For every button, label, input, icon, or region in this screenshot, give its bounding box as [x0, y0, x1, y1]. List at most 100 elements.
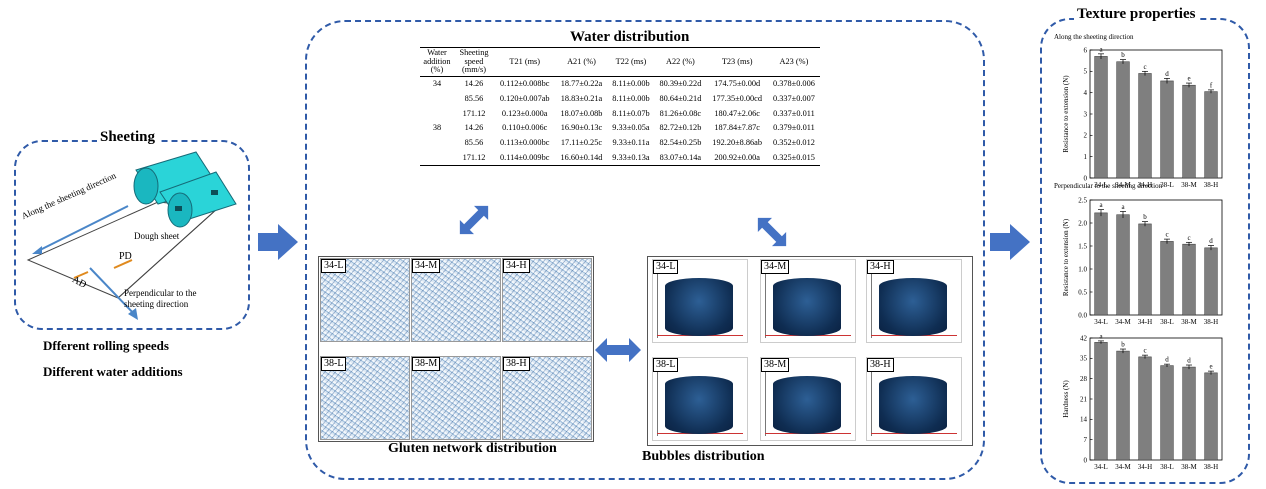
table-cell: 0.114±0.009bc — [500, 152, 550, 162]
table-cell: 180.47±2.06c — [714, 108, 760, 118]
table-cell: 9.33±0.05a — [612, 123, 650, 133]
table-cell: 9.33±0.11a — [612, 137, 650, 147]
significance-letter: c — [1187, 234, 1190, 242]
y-axis-label: Resistance to extension (N) — [1062, 75, 1070, 153]
y-tick-label: 28 — [1080, 375, 1088, 383]
perp-label-line1: Perpendicular to the — [124, 288, 197, 298]
y-tick-label: 5 — [1084, 68, 1088, 76]
bar — [1138, 356, 1152, 461]
y-tick-label: 1.0 — [1078, 265, 1087, 273]
panel-label: 38-H — [867, 358, 894, 372]
dough-sheet-label: Dough sheet — [134, 231, 180, 241]
chart-subtitle: Perpendicular to the sheeting direction — [1054, 182, 1163, 190]
header-cell: T21 (ms) — [509, 56, 541, 66]
table-cell: 18.77±0.22a — [560, 79, 603, 89]
table-cell: 0.378±0.006 — [772, 79, 815, 89]
table-cell: 0.113±0.000bc — [500, 137, 550, 147]
gluten-image: 38-M — [411, 356, 501, 440]
table-cell: 83.07±0.14a — [659, 152, 702, 162]
chart-frame — [1089, 337, 1223, 461]
gluten-image: 34-L — [320, 258, 410, 342]
gluten-image: 38-H — [502, 356, 592, 440]
bubbles-cylinder — [773, 376, 841, 434]
chart-frame — [1089, 49, 1223, 179]
right-arrow-1 — [258, 224, 298, 260]
bubbles-image: 34-M — [760, 259, 856, 343]
y-tick-label: 6 — [1084, 46, 1088, 54]
significance-letter: e — [1209, 363, 1212, 371]
table-cell: 8.11±0.00b — [612, 93, 650, 103]
table-row: 85.56 0.120±0.007ab 18.83±0.21a 8.11±0.00b 8… — [420, 92, 820, 107]
table-row: 171.12 0.123±0.000a 18.07±0.08b 8.11±0.07b 8… — [420, 107, 820, 122]
perp-label: Perpendicular to the sheeting direction — [124, 288, 196, 310]
panel-label: 38-M — [412, 357, 441, 371]
x-tick-label: 38-H — [1204, 181, 1218, 189]
panel-label: 38-L — [321, 357, 347, 371]
bubbles-image: 38-M — [760, 357, 856, 441]
significance-letter: d — [1165, 70, 1169, 78]
table-cell: 81.26±0.08c — [659, 108, 702, 118]
x-tick-label: 38-L — [1160, 181, 1174, 189]
x-tick-label: 38-M — [1181, 463, 1197, 471]
panel-label: 38-L — [653, 358, 679, 372]
bar — [1160, 365, 1174, 461]
chart-subtitle: Along the sheeting direction — [1054, 33, 1134, 41]
table-cell: 16.60±0.14d — [560, 152, 603, 162]
table-cell: 80.64±0.21d — [659, 93, 702, 103]
table-cell: 0.379±0.011 — [773, 123, 815, 133]
bar — [1204, 91, 1218, 179]
double-arrow-gluten-bubbles — [595, 338, 641, 362]
table-cell: 0.352±0.012 — [772, 137, 815, 147]
texture-title: Texture properties — [1074, 6, 1199, 23]
bar — [1094, 56, 1108, 179]
bubbles-image: 34-L — [652, 259, 748, 343]
y-tick-label: 0 — [1084, 174, 1088, 182]
panel-label: 38-M — [761, 358, 790, 372]
table-cell — [420, 107, 454, 122]
significance-letter: d — [1209, 237, 1213, 245]
table-cell: 8.11±0.00b — [612, 79, 650, 89]
table-cell: 0.337±0.007 — [772, 93, 815, 103]
significance-letter: a — [1099, 332, 1103, 340]
panel-label: 34-M — [412, 259, 441, 273]
gluten-title: Gluten network distribution — [388, 441, 557, 456]
water-title: Water distribution — [570, 29, 690, 45]
y-tick-label: 2.0 — [1078, 219, 1087, 227]
x-tick-label: 34-M — [1115, 463, 1131, 471]
along-arrow — [35, 205, 129, 253]
y-tick-label: 21 — [1080, 395, 1088, 403]
header-cell: A22 (%) — [665, 56, 695, 66]
table-row: 171.12 0.114±0.009bc 16.60±0.14d 9.33±0.13a… — [420, 151, 820, 166]
table-cell: 171.12 — [462, 152, 486, 162]
bubbles-grid: 34-L 34-M 34-H 38-L 38-M 38-H — [647, 256, 973, 446]
gluten-image: 34-H — [502, 258, 592, 342]
header-cell: A21 (%) — [567, 56, 596, 66]
chart-along: Along the sheeting direction Resistance t… — [1044, 30, 1244, 190]
bubbles-cylinder — [773, 278, 841, 336]
significance-letter: b — [1121, 341, 1125, 349]
bar — [1138, 223, 1152, 316]
table-cell: 14.26 — [464, 123, 484, 133]
table-cell: 0.120±0.007ab — [499, 93, 550, 103]
x-tick-label: 34-H — [1138, 181, 1152, 189]
bar — [1204, 372, 1218, 461]
y-tick-label: 1 — [1084, 153, 1088, 161]
bar — [1160, 241, 1174, 316]
y-tick-label: 42 — [1080, 334, 1088, 342]
x-tick-label: 38-H — [1204, 463, 1218, 471]
table-cell: 0.110±0.006c — [502, 123, 548, 133]
x-tick-label: 34-M — [1115, 181, 1131, 189]
table-cell — [420, 92, 454, 107]
caption-rolling-speeds: Dfferent rolling speeds — [43, 338, 169, 353]
table-cell: 171.12 — [462, 108, 486, 118]
significance-letter: c — [1143, 63, 1146, 71]
bar — [1138, 73, 1152, 179]
y-axis-label: Hardness (N) — [1062, 380, 1070, 418]
panel-label: 34-L — [653, 260, 679, 274]
bubbles-cylinder — [879, 376, 947, 434]
x-tick-label: 34-H — [1138, 318, 1152, 326]
x-tick-label: 34-L — [1094, 181, 1108, 189]
gluten-grid: 34-L 34-M 34-H 38-L 38-M 38-H — [318, 256, 594, 442]
x-tick-label: 34-L — [1094, 463, 1108, 471]
sheeting-illustration — [26, 151, 237, 320]
